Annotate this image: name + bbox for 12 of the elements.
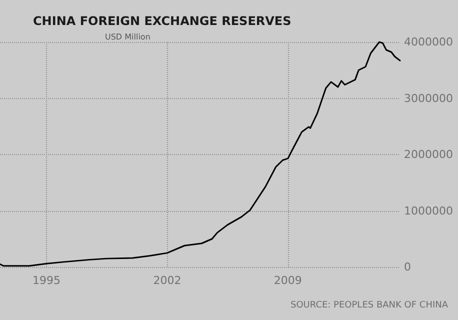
y-tick-label: 2000000 — [404, 148, 453, 161]
y-tick-label: 3000000 — [404, 92, 453, 105]
x-tick-label: 1995 — [32, 274, 61, 287]
line-series — [0, 41, 401, 267]
chart-subtitle: USD Million — [105, 32, 150, 42]
chart-title: CHINA FOREIGN EXCHANGE RESERVES — [33, 14, 292, 28]
x-tick-label: 2009 — [274, 274, 302, 287]
y-tick-label: 1000000 — [404, 204, 453, 218]
y-tick-label: 0 — [404, 260, 411, 274]
y-tick-label: 4000000 — [404, 36, 453, 48]
source-note: SOURCE: PEOPLES BANK OF CHINA — [290, 300, 449, 310]
x-tick-label: 2002 — [153, 274, 182, 287]
